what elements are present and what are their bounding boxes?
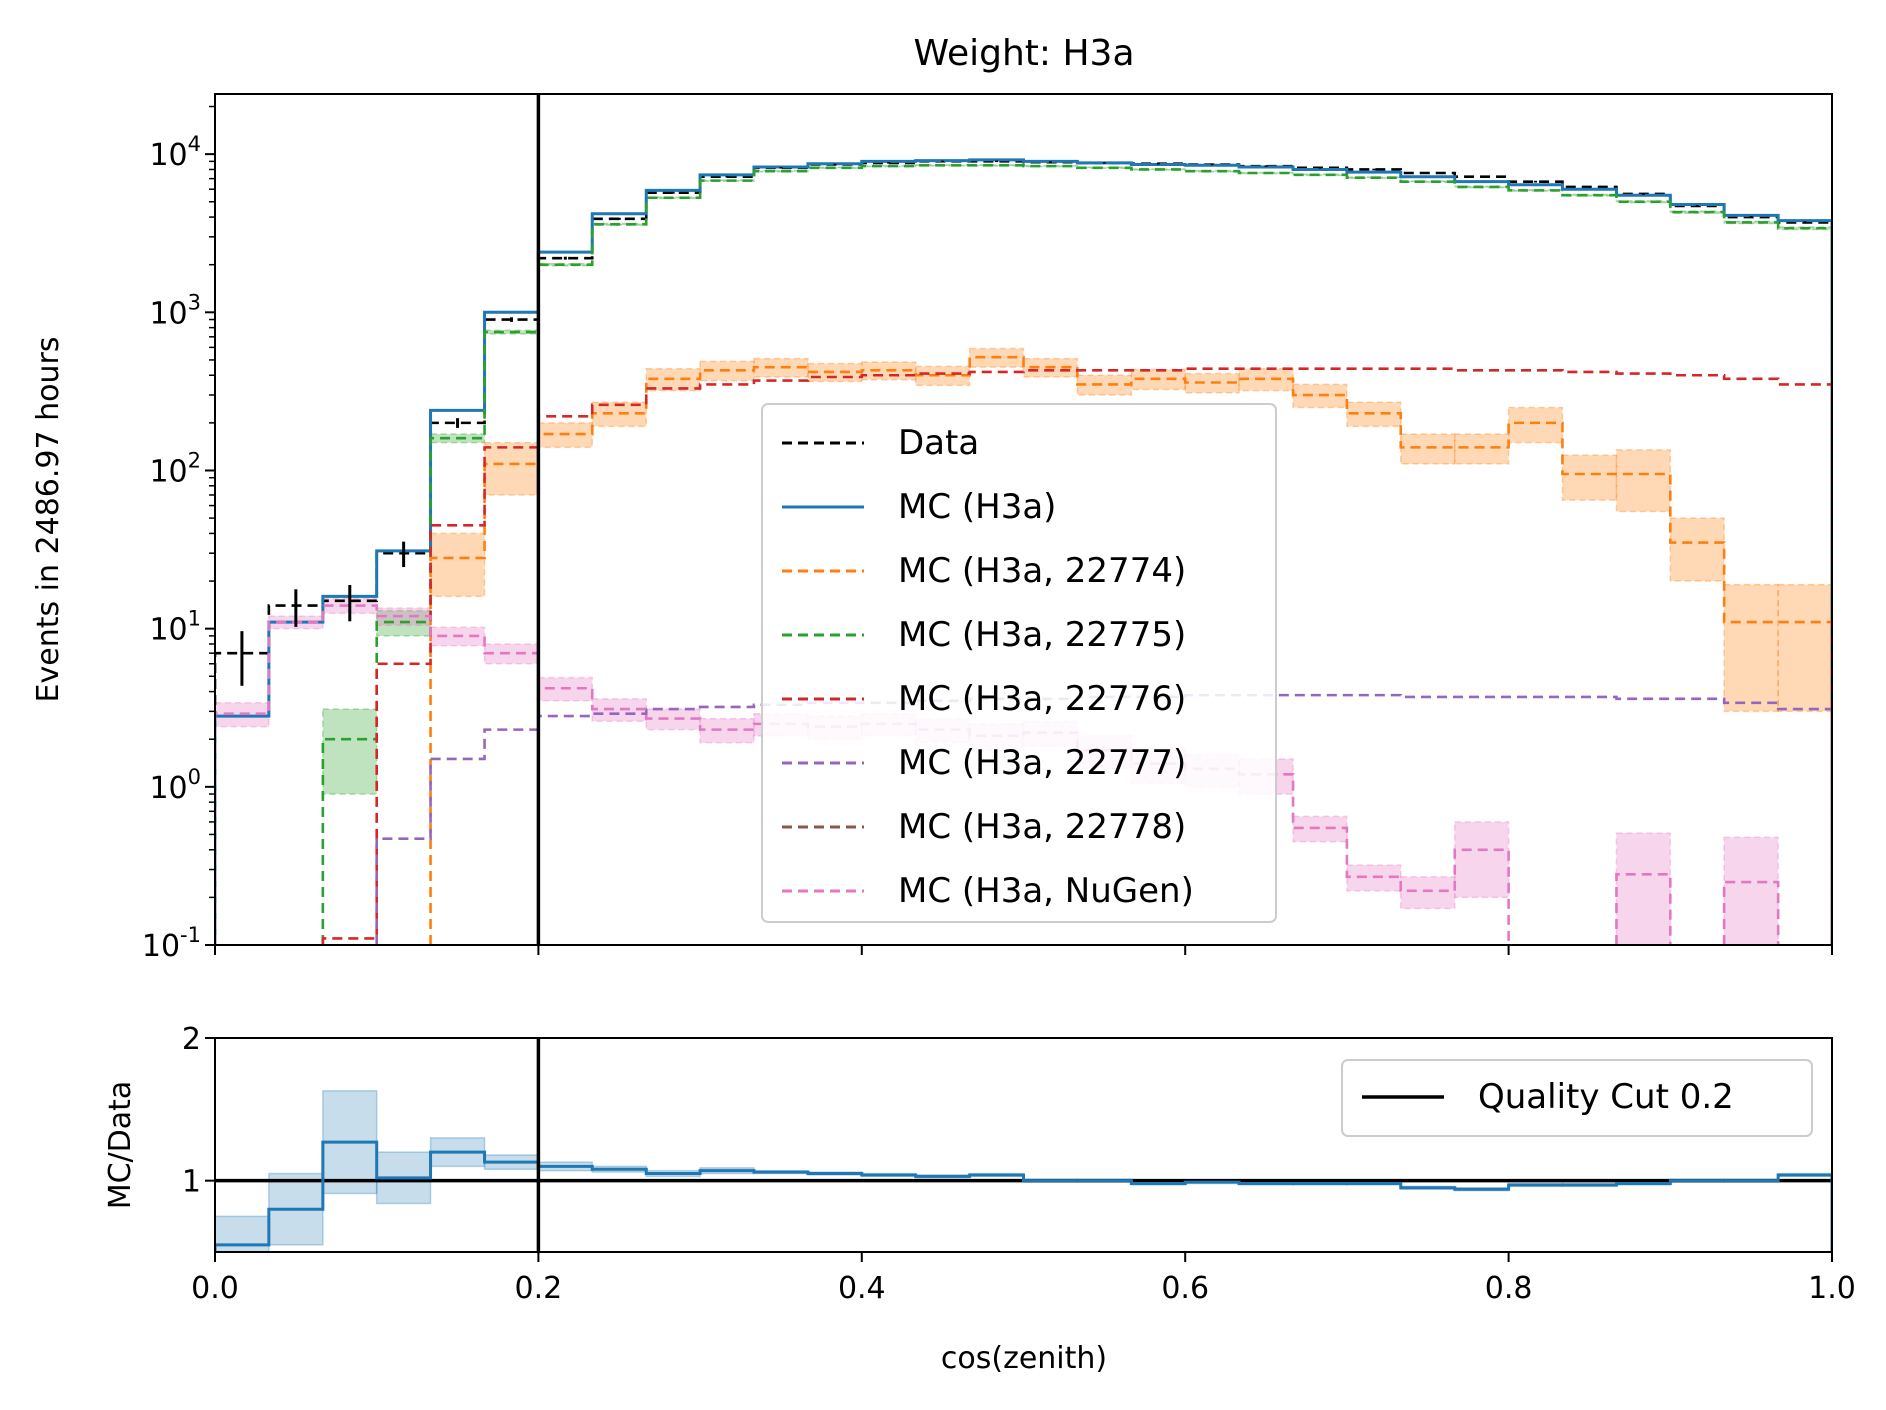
ratio-error-band bbox=[215, 1215, 270, 1252]
ratio-axes-frame bbox=[214, 1037, 1833, 1253]
x-tick-label: 0.6 bbox=[1161, 1271, 1209, 1306]
legend-label-mc-h3a-22775: MC (H3a, 22775) bbox=[898, 615, 1186, 655]
error-band-mc-h3a-22774 bbox=[429, 532, 486, 598]
legend-label-mc-h3a-22777: MC (H3a, 22777) bbox=[898, 743, 1186, 783]
error-band-mc-h3a-nugen bbox=[1615, 832, 1672, 945]
error-band-mc-h3a-nugen bbox=[1454, 821, 1510, 899]
ratio-y-tick-label: 1 bbox=[182, 1165, 201, 1200]
y-tick-label: 103 bbox=[149, 290, 201, 331]
error-band-mc-h3a-nugen bbox=[1723, 836, 1779, 945]
error-band-mc-h3a-22774 bbox=[1454, 433, 1510, 465]
error-band-mc-h3a-22774 bbox=[1399, 433, 1456, 465]
error-band-mc-h3a-22774 bbox=[1723, 583, 1779, 713]
error-band-mc-h3a-22774 bbox=[483, 441, 540, 496]
error-band-mc-h3a-22774 bbox=[1507, 406, 1564, 444]
legend-label-mc-h3a: MC (H3a) bbox=[898, 487, 1056, 527]
legend-label-mc-h3a-22778: MC (H3a, 22778) bbox=[898, 807, 1186, 847]
x-axis-label: cos(zenith) bbox=[941, 1341, 1107, 1376]
main-plot-panel: 10-1 100 101 102 103 104 Data MC (H3a) MC (H3a, … bbox=[142, 93, 1833, 964]
error-band-mc-h3a-22775 bbox=[1399, 180, 1456, 184]
y-tick-label: 102 bbox=[149, 448, 201, 489]
series-line-mc-h3a-22775 bbox=[321, 164, 1832, 945]
error-band-mc-h3a-nugen bbox=[1399, 876, 1456, 910]
x-tick-label: 0.0 bbox=[191, 1271, 239, 1306]
ratio-plot-area bbox=[215, 1090, 1832, 1252]
y-tick-label: 104 bbox=[149, 132, 201, 173]
legend-label-mc-h3a-22776: MC (H3a, 22776) bbox=[898, 679, 1186, 719]
y-tick-label: 100 bbox=[149, 765, 201, 806]
chart-title: Weight: H3a bbox=[913, 33, 1134, 74]
ratio-legend-label: Quality Cut 0.2 bbox=[1478, 1077, 1734, 1117]
legend-label-data: Data bbox=[898, 423, 979, 463]
legend-label-mc-h3a-nugen: MC (H3a, NuGen) bbox=[898, 871, 1194, 911]
y-tick-label: 10-1 bbox=[142, 923, 201, 964]
legend-label-mc-h3a-22774: MC (H3a, 22774) bbox=[898, 551, 1186, 591]
ratio-y-tick-label: 2 bbox=[182, 1022, 201, 1057]
error-band-mc-h3a-22774 bbox=[1561, 454, 1618, 501]
error-band-mc-h3a-22775 bbox=[322, 708, 378, 795]
ratio-legend: Quality Cut 0.2 bbox=[1341, 1059, 1813, 1137]
y-tick-label: 101 bbox=[149, 607, 201, 648]
ratio-line bbox=[215, 1140, 1832, 1252]
ratio-plot-panel: 1 2 0.0 0.2 0.4 0.6 0.8 1.0 Quality Cut 0.2 bbox=[182, 1022, 1856, 1306]
error-band-mc-h3a-22774 bbox=[1615, 449, 1672, 513]
y-axis-label: Events in 2486.97 hours bbox=[31, 337, 66, 703]
error-band-mc-h3a-22774 bbox=[1669, 517, 1725, 582]
main-axes-frame bbox=[214, 93, 1833, 946]
x-tick-label: 0.4 bbox=[838, 1271, 886, 1306]
x-tick-label: 0.8 bbox=[1485, 1271, 1533, 1306]
main-legend: Data MC (H3a) MC (H3a, 22774) MC (H3a, 2277… bbox=[761, 403, 1277, 923]
ratio-y-axis-label: MC/Data bbox=[103, 1081, 138, 1210]
error-band-mc-h3a-22774 bbox=[1777, 583, 1832, 713]
x-tick-label: 0.2 bbox=[515, 1271, 563, 1306]
x-tick-label: 1.0 bbox=[1808, 1271, 1856, 1306]
ratio-legend-frame bbox=[1341, 1059, 1813, 1137]
legend-frame bbox=[761, 403, 1277, 923]
